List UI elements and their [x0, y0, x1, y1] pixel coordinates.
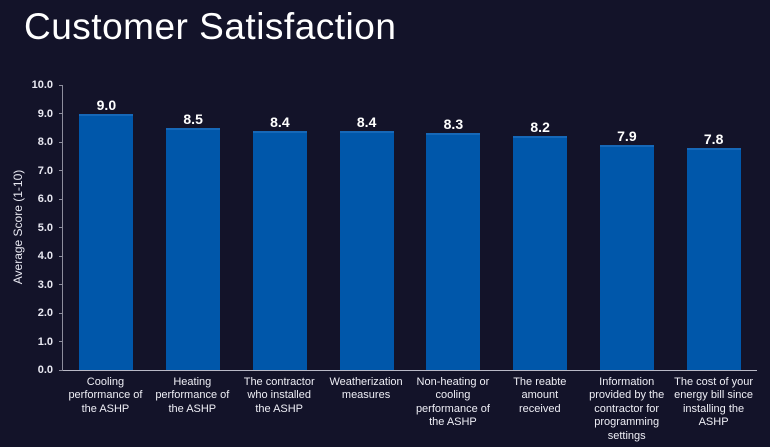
y-axis-tick-mark — [59, 341, 63, 342]
y-axis-tick-mark — [59, 369, 63, 371]
y-axis-tick-label: 8.0 — [37, 136, 53, 148]
bar-slot: 8.3 — [410, 85, 497, 370]
y-axis-tick-mark — [59, 141, 63, 143]
y-axis-tick-label: 3.0 — [37, 278, 53, 291]
y-axis-tick-mark — [59, 170, 63, 171]
x-axis-category-label: The cost of your energy bill since insta… — [674, 376, 753, 429]
bar: 8.4 — [339, 114, 394, 370]
y-axis-tick: 7.0 — [38, 165, 63, 177]
y-axis-tick-label: 4.0 — [37, 250, 53, 262]
y-axis-tick: 1.0 — [38, 336, 63, 348]
bar: 7.9 — [599, 128, 654, 370]
x-axis-category-label: Information provided by the contractor f… — [589, 376, 665, 442]
bar-value-label: 9.0 — [96, 96, 117, 113]
y-axis-tick: 9.0 — [38, 108, 63, 120]
y-axis-tick: 3.0 — [38, 279, 63, 291]
x-axis-category-label: Heating performance of the ASHP — [155, 376, 230, 415]
bar: 9.0 — [79, 97, 134, 370]
x-axis-category-label: Non-heating or cooling performance of th… — [415, 376, 490, 429]
bar: 8.4 — [252, 114, 307, 370]
chart-title: Customer Satisfaction — [24, 6, 397, 47]
y-axis-tick-mark — [59, 255, 63, 257]
bar-slot: 9.0 — [63, 85, 150, 370]
bar-value-label: 7.9 — [617, 127, 637, 144]
x-axis-category-label: Weatherization measures — [329, 376, 403, 402]
bar-value-label: 8.4 — [356, 113, 377, 130]
plot-area: 0.0 1.0 2.0 3.0 4.0 5.0 6.0 7.0 8.0 9.0 10.0 9.0 8.5… — [32, 79, 757, 376]
bar: 8.2 — [513, 119, 568, 370]
y-axis-tick-label: 9.0 — [37, 107, 53, 120]
y-axis-tick-label: 6.0 — [37, 193, 53, 205]
y-axis-tick-label: 5.0 — [37, 221, 53, 234]
y-axis-tick-mark — [59, 113, 63, 114]
y-axis-tick-label: 1.0 — [37, 335, 53, 348]
y-axis-title: Average Score (1-10) — [11, 169, 25, 285]
bar: 7.8 — [686, 131, 741, 370]
x-axis-category-label: The contractor who installed the ASHP — [243, 376, 315, 415]
y-axis-tick: 0.0 — [38, 364, 63, 376]
x-axis-category-label: Cooling performance of the ASHP — [68, 376, 143, 415]
y-axis-tick: 10.0 — [32, 79, 63, 91]
bar-slot: 8.4 — [237, 85, 324, 370]
bar-value-label: 8.5 — [183, 110, 203, 127]
y-axis-tick: 4.0 — [38, 250, 63, 262]
bar-slot: 8.5 — [150, 85, 237, 370]
y-axis-tick-mark — [59, 198, 63, 200]
bar-slot: 7.8 — [670, 85, 757, 370]
y-axis-tick-mark — [59, 284, 63, 285]
x-axis-category-labels: Cooling performance of the ASHP Heating p… — [62, 376, 757, 443]
bar-slot: 8.4 — [323, 85, 410, 370]
y-axis-tick-label: 0.0 — [37, 364, 53, 376]
y-axis-tick: 2.0 — [38, 307, 63, 319]
y-axis-tick-mark — [59, 84, 63, 86]
bar-slot: 8.2 — [497, 85, 584, 370]
y-axis-tick-label: 10.0 — [31, 79, 53, 91]
y-axis-tick-label: 7.0 — [37, 164, 53, 177]
bar: 8.5 — [166, 111, 221, 370]
bar-value-label: 8.3 — [443, 116, 464, 133]
x-axis-category-label: The reabte amount received — [513, 376, 567, 415]
bar-slot: 7.9 — [584, 85, 671, 370]
y-axis-tick: 8.0 — [38, 136, 63, 148]
y-axis-tick: 6.0 — [38, 193, 63, 205]
y-axis-tick-label: 2.0 — [37, 307, 53, 319]
y-axis-tick: 5.0 — [38, 222, 63, 234]
bar-value-label: 7.8 — [703, 130, 724, 147]
bar: 8.3 — [426, 116, 481, 370]
y-axis-tick-mark — [59, 227, 63, 228]
bar-value-label: 8.2 — [530, 119, 550, 136]
y-axis-tick-mark — [59, 312, 63, 314]
bar-value-label: 8.4 — [270, 113, 290, 130]
